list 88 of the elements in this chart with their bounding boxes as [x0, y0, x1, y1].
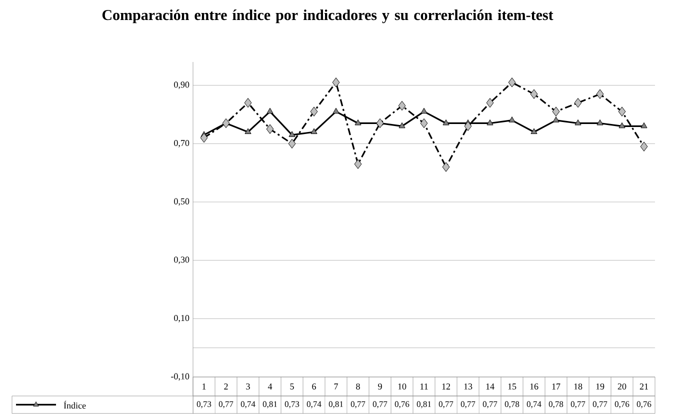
data-label: 0,77 [438, 401, 454, 408]
data-label: 0,77 [592, 401, 608, 408]
point [310, 106, 318, 116]
point [288, 138, 296, 149]
x-tick-label: 11 [420, 384, 428, 390]
point [464, 121, 472, 131]
data-label: 0,73 [196, 401, 212, 408]
point [354, 119, 362, 126]
point [508, 78, 516, 88]
point [244, 128, 252, 134]
data-label: 0,76 [394, 401, 410, 408]
data-label: 0,77 [372, 401, 388, 408]
data-label: 0,77 [570, 401, 586, 408]
x-tick-label: 13 [464, 383, 472, 390]
point [640, 122, 648, 128]
point [530, 128, 538, 134]
point [200, 132, 208, 143]
point [332, 78, 340, 88]
data-label: 0,77 [350, 401, 366, 408]
y-tick-label: 0,50 [174, 198, 190, 206]
point [420, 108, 428, 114]
point [618, 122, 626, 128]
data-label: 0,77 [218, 401, 234, 408]
point [266, 108, 274, 114]
x-tick-label: 21 [640, 384, 648, 390]
point [574, 98, 582, 108]
point [222, 118, 230, 128]
x-tick-label: 16 [530, 383, 538, 390]
x-tick-label: 10 [398, 383, 406, 390]
x-tick-label: 20 [618, 383, 626, 390]
data-label: 0,81 [416, 401, 431, 408]
point [442, 119, 450, 126]
x-tick-label: 2 [224, 384, 228, 390]
legend-label: Índice [64, 400, 86, 409]
point [354, 159, 362, 169]
y-tick-label: -0,10 [171, 373, 190, 381]
data-label: 0,77 [482, 401, 498, 408]
y-tick-label: 0,90 [174, 82, 190, 89]
point [552, 106, 560, 116]
x-tick-label: 12 [442, 384, 450, 390]
data-label: 0,74 [306, 401, 322, 408]
x-tick-label: 4 [268, 384, 272, 390]
point [486, 119, 494, 126]
data-label: 0,76 [636, 401, 652, 408]
x-tick-label: 9 [378, 383, 382, 390]
point [332, 108, 340, 114]
data-label: 0,81 [328, 401, 343, 408]
point [574, 119, 582, 126]
x-tick-label: 18 [574, 383, 582, 390]
point [552, 116, 560, 122]
point [398, 100, 406, 111]
x-tick-label: 15 [508, 383, 516, 390]
point [420, 118, 428, 128]
x-tick-label: 14 [486, 384, 494, 390]
point [640, 142, 648, 152]
point [376, 118, 384, 128]
point [618, 106, 626, 116]
point [398, 122, 406, 128]
point [244, 98, 252, 108]
point [288, 131, 296, 137]
data-label: 0,78 [548, 401, 564, 408]
point [310, 128, 318, 134]
data-label: 0,74 [526, 401, 542, 408]
x-tick-label: 7 [334, 384, 338, 390]
point [596, 119, 604, 126]
x-tick-label: 17 [552, 384, 560, 390]
point [486, 98, 494, 108]
x-tick-label: 1 [202, 384, 206, 390]
point [442, 162, 450, 172]
data-label: 0,76 [614, 401, 630, 408]
data-label: 0,73 [284, 401, 300, 408]
x-tick-label: 5 [290, 383, 294, 390]
y-tick-label: 0,10 [174, 314, 190, 322]
point [530, 89, 538, 99]
x-tick-label: 19 [596, 383, 604, 390]
point [508, 116, 516, 122]
data-label: 0,74 [240, 401, 256, 408]
data-label: 0,81 [262, 401, 277, 408]
y-tick-label: 0,30 [174, 256, 190, 264]
data-label: 0,78 [504, 401, 520, 408]
data-label: 0,77 [460, 401, 476, 408]
point [266, 124, 274, 134]
x-tick-label: 8 [356, 383, 360, 390]
point [596, 89, 604, 99]
y-tick-label: 0,70 [174, 140, 190, 148]
x-tick-label: 3 [246, 383, 250, 390]
chart-title: Comparación entre índice por indicadores y su correrlación item-test [102, 10, 554, 24]
x-tick-label: 6 [312, 383, 316, 390]
